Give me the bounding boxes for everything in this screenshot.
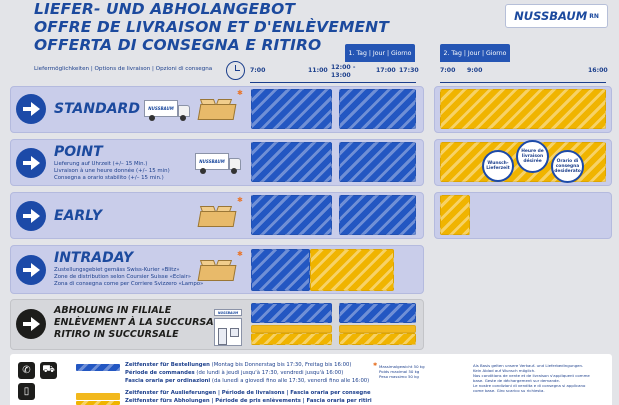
parcel-icon <box>195 96 239 122</box>
delivery-legend-swatch <box>76 393 120 400</box>
time-label: 17:00 <box>376 67 396 74</box>
row-title: ABHOLUNG IN FILIALE ENLÈVEMENT À LA SUCC… <box>54 305 227 340</box>
order-window-bar <box>251 195 332 235</box>
timeline-axis <box>250 82 416 83</box>
star-icon: ✱ <box>237 89 243 97</box>
pickup-window-bar <box>339 325 416 333</box>
clock-icon <box>226 61 245 80</box>
desired-time-bubble: Heure de livraison désirée <box>516 140 549 173</box>
arrow-right-icon <box>16 148 46 178</box>
order-window-bar <box>251 303 332 323</box>
cart-icon: ⛟ <box>40 362 57 379</box>
truck-icon: NUSSBAUM <box>195 153 243 174</box>
day1-tab: 1. Tag | Jour | Giorno <box>345 44 415 62</box>
title-de: LIEFER- UND ABHOLANGEBOT <box>34 0 296 18</box>
title-it: OFFERTA DI CONSEGNA E RITIRO <box>34 36 322 54</box>
weight-note: Massimalgewicht 50 kg Poids maximal 50 k… <box>379 364 425 379</box>
arrow-right-icon <box>16 255 46 285</box>
order-window-bar <box>339 142 416 182</box>
parcel-icon <box>195 203 239 229</box>
star-icon: ✱ <box>237 250 243 258</box>
time-label: 11:00 <box>308 67 328 74</box>
conditions-note: Als Basis gelten unsere Verkauf- und Lie… <box>473 363 590 393</box>
order-legend-swatch <box>76 364 120 371</box>
legend-order-it: Fascia oraria per ordinazioni (da lunedì… <box>125 378 370 384</box>
star-icon: ✱ <box>237 196 243 204</box>
row-title: INTRADAY <box>54 250 134 266</box>
day2-tab: 2. Tag | Jour | Giorno <box>440 44 510 62</box>
time-label: 12:00 - <box>331 64 356 71</box>
delivery-window-bar <box>440 195 470 235</box>
time-label: 13:00 <box>331 72 351 79</box>
row-title: POINT <box>54 144 103 160</box>
delivery-window-bar <box>440 89 606 129</box>
nussbaum-logo: NUSSBAUM RN <box>505 4 608 28</box>
delivery-window-bar <box>251 333 332 345</box>
legend-pickup: Zeitfenster fürs Abholungen | Période de… <box>125 398 372 404</box>
timeline-axis <box>440 82 606 83</box>
order-window-bar <box>339 195 416 235</box>
arrow-right-icon <box>16 94 46 124</box>
options-label: Liefermöglichkeiten | Options de livrais… <box>34 66 213 72</box>
arrow-right-icon <box>16 201 46 231</box>
order-window-bar <box>251 142 332 182</box>
shop-icon <box>214 318 242 346</box>
time-label: 7:00 <box>250 67 266 74</box>
legend-delivery: Zeitfenster für Auslieferungen | Période… <box>125 390 371 396</box>
order-window-bar <box>251 249 310 291</box>
time-label: 16:00 <box>588 67 608 74</box>
order-window-bar <box>251 89 332 129</box>
time-label: 9:00 <box>467 67 483 74</box>
legend-order-fr: Période de commandes (de lundi à jeudi j… <box>125 370 344 376</box>
pickup-legend-swatch <box>76 401 120 405</box>
delivery-window-bar <box>339 333 416 345</box>
pickup-window-bar <box>251 325 332 333</box>
desired-time-bubble: Orario di consegna desiderato <box>551 150 584 183</box>
row-title: STANDARD <box>54 101 140 117</box>
star-icon: ✱ <box>373 362 378 368</box>
order-window-bar <box>339 303 416 323</box>
mobile-icon: ▯ <box>18 383 35 400</box>
time-label: 7:00 <box>440 67 456 74</box>
shop-sign: NUSSBAUM <box>214 309 242 316</box>
arrow-right-icon <box>16 309 46 339</box>
phone-icon: ✆ <box>18 362 35 379</box>
time-label: 17:30 <box>399 67 419 74</box>
row-title: EARLY <box>54 208 103 224</box>
row-description: Zustellungsgebiet gemäss Swiss-Kurier «B… <box>54 267 204 288</box>
desired-time-bubble: Wunsch-Lieferzeit <box>482 150 514 182</box>
row-description: Lieferung auf Uhrzeit (+/– 15 Min.) Livr… <box>54 161 170 182</box>
order-window-bar <box>339 89 416 129</box>
parcel-icon <box>195 257 239 283</box>
legend-order-de: Zeitfenster für Bestellungen (Montag bis… <box>125 362 352 368</box>
truck-icon: NUSSBAUM <box>144 100 192 121</box>
delivery-window-bar <box>310 249 394 291</box>
title-fr: OFFRE DE LIVRAISON ET D'ENLÈVEMENT <box>34 18 389 36</box>
